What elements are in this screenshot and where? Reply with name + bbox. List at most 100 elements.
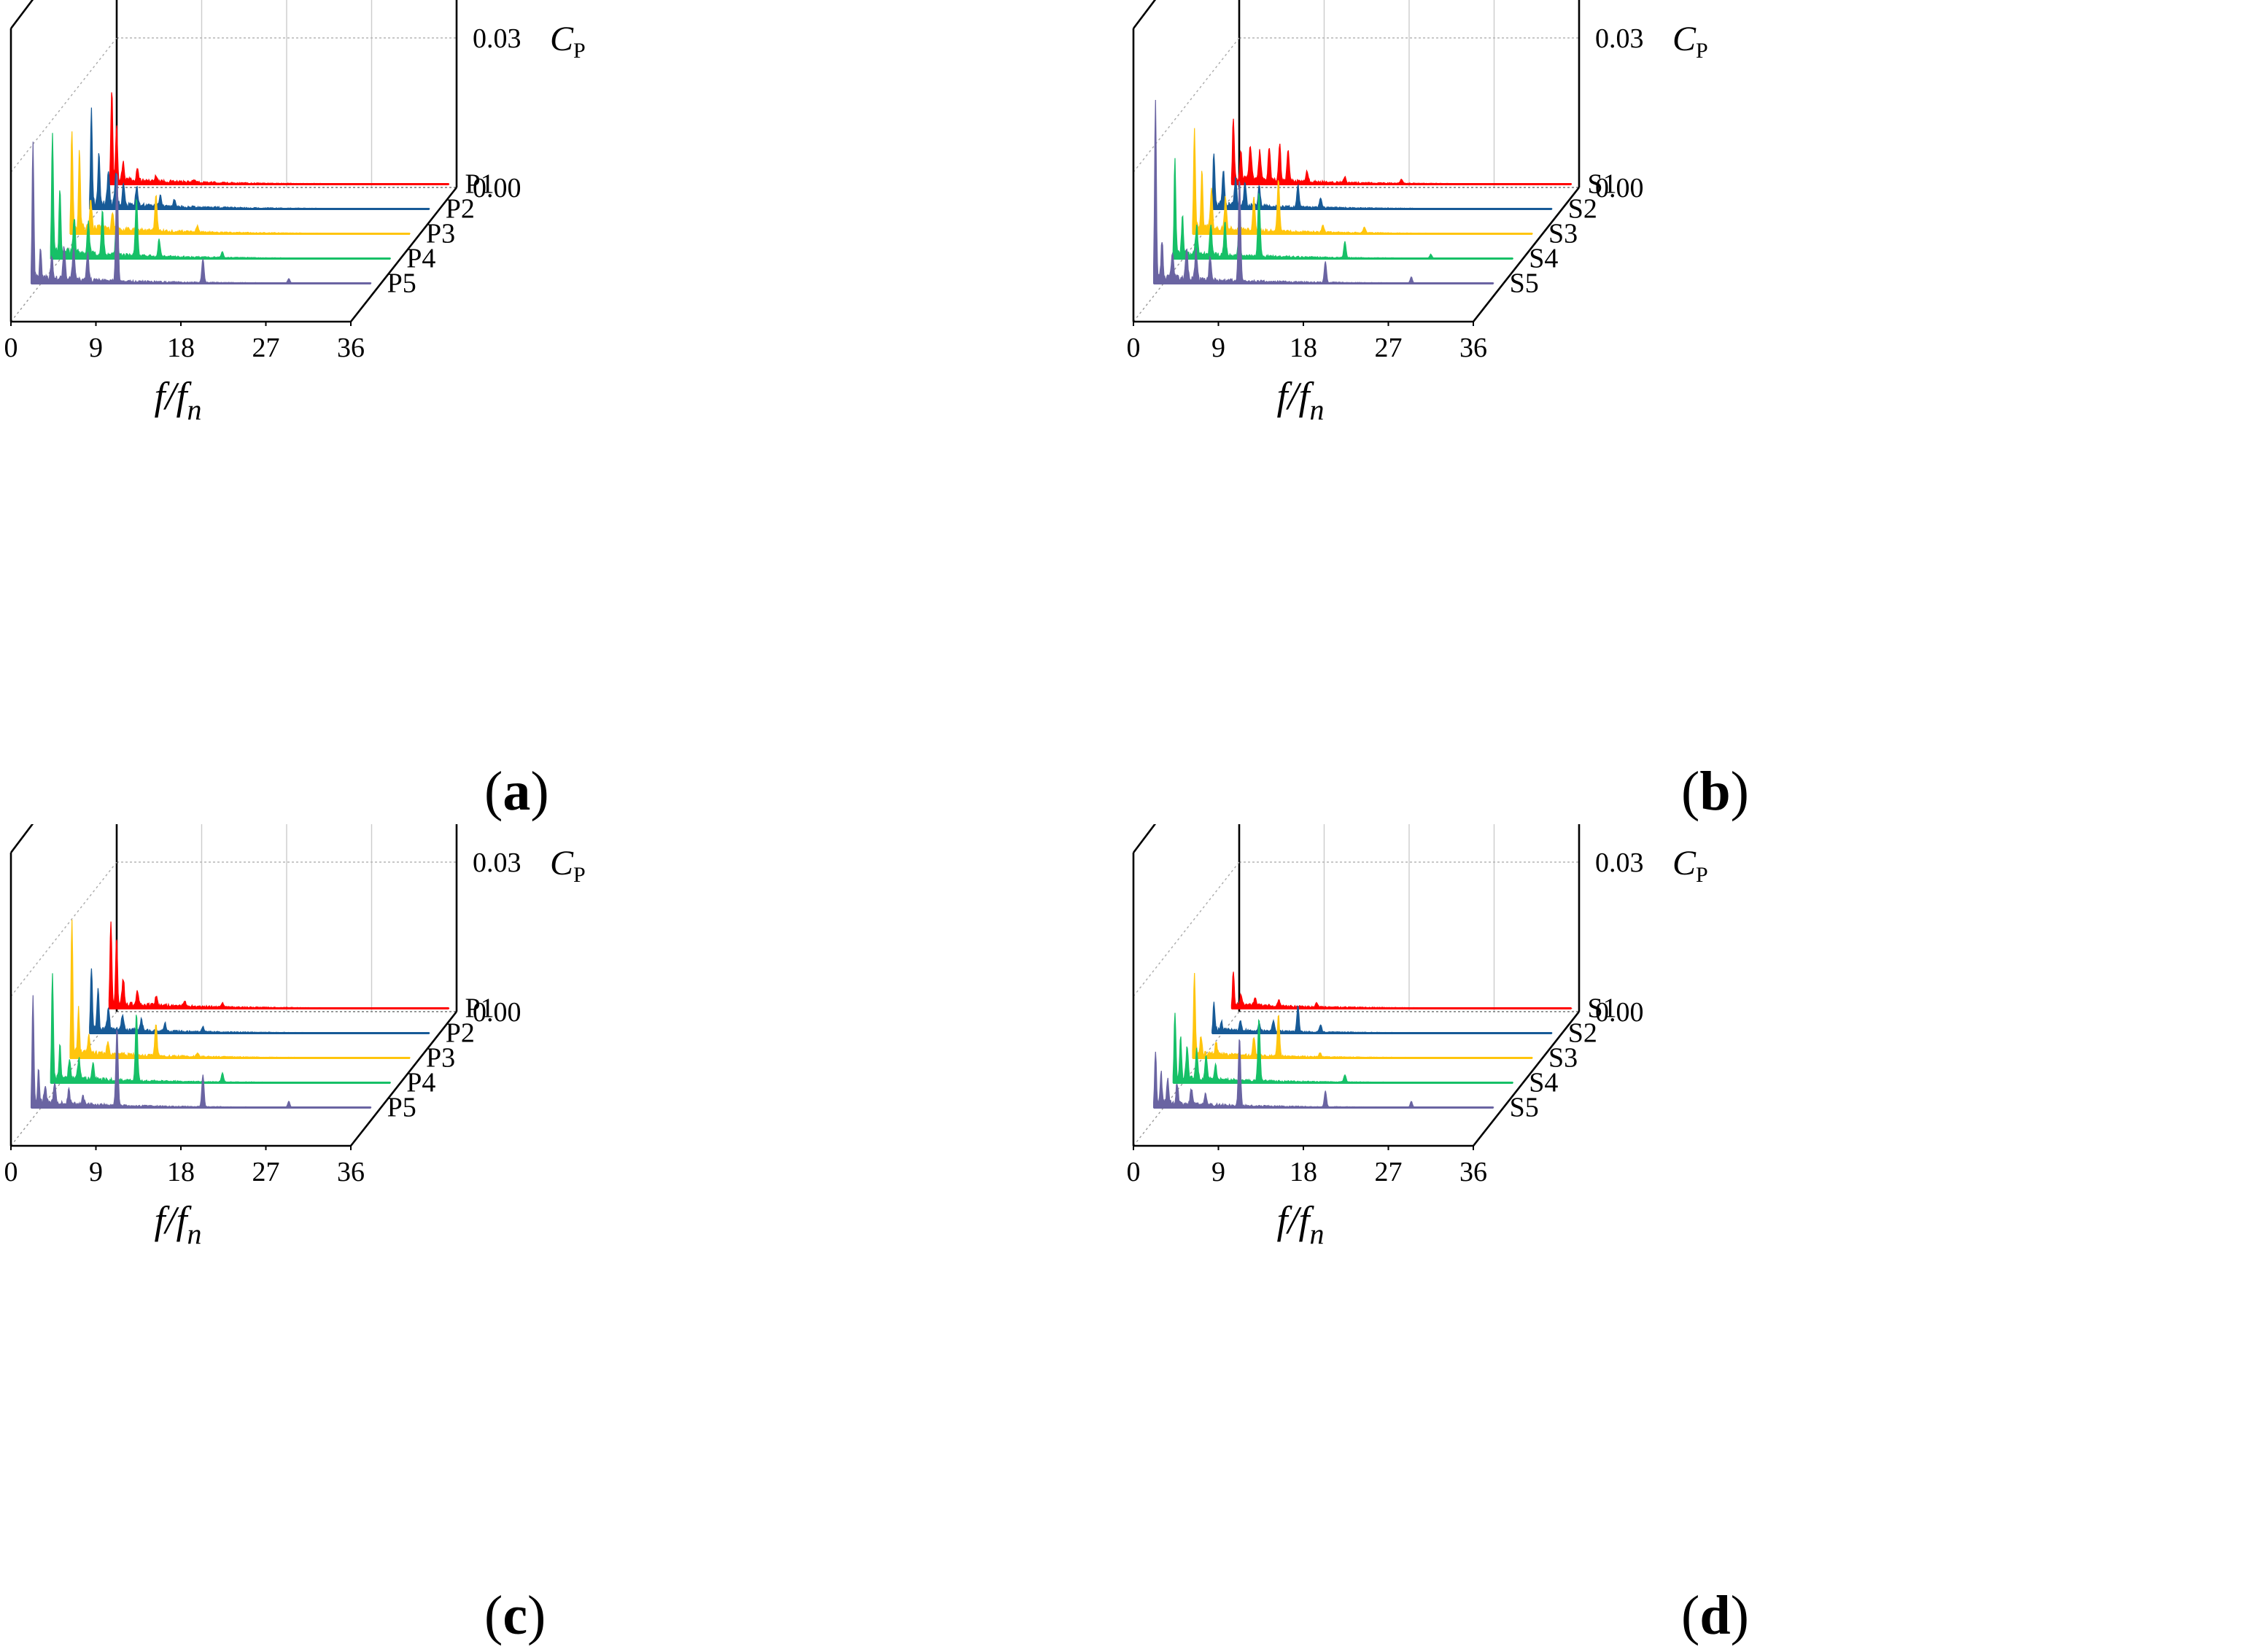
series-area-p2: [89, 968, 430, 1034]
x-axis-title-main: f/f: [154, 1198, 192, 1242]
caption-letter-a: a: [503, 761, 531, 822]
x-tick-label-3: 27: [252, 1157, 280, 1187]
x-tick-label-4: 36: [337, 1157, 365, 1187]
caption-a: (a): [484, 761, 549, 822]
left-top-edge: [1132, 0, 1157, 29]
series-label-s2: S2: [1568, 1017, 1597, 1048]
series-label-s4: S4: [1529, 1067, 1558, 1098]
back-frame: [1238, 0, 1581, 187]
caption-b: (b): [1681, 761, 1749, 822]
series-label-p2: P2: [446, 1017, 475, 1048]
series-label-s1: S1: [1587, 168, 1616, 199]
series-label-p3: P3: [426, 1042, 455, 1073]
x-tick-label-4: 36: [1459, 333, 1487, 363]
left-grid-003: [10, 37, 117, 173]
series-area-s1: [1230, 972, 1573, 1009]
series-label-s3: S3: [1548, 218, 1578, 249]
series-area-p4: [50, 973, 391, 1084]
x-tick-label-0: 0: [1127, 1157, 1141, 1187]
x-tick-label-1: 9: [89, 333, 103, 363]
series-label-s1: S1: [1587, 993, 1616, 1023]
z-tick-label-1: 0.03: [1595, 848, 1644, 878]
series-label-p4: P4: [406, 243, 435, 274]
x-axis-title-sub: n: [187, 393, 202, 426]
left-grid-003: [10, 861, 117, 997]
left-top-edge: [1132, 824, 1157, 853]
series-area-p2: [89, 107, 430, 210]
x-tick-label-1: 9: [89, 1157, 103, 1187]
x-tick-label-0: 0: [4, 333, 18, 363]
z-axis-title-main: C: [550, 844, 574, 883]
x-axis-title-sub: n: [1310, 393, 1325, 426]
right-floor-edge: [349, 187, 458, 322]
x-tick-label-0: 0: [4, 1157, 18, 1187]
z-axis-title: CP: [1672, 20, 1708, 63]
z-axis-title: CP: [1672, 844, 1708, 887]
x-axis-title: f/fn: [1276, 1198, 1324, 1250]
x-axis-title-main: f/f: [1276, 1198, 1314, 1242]
back-frame: [1238, 824, 1581, 1012]
back-frame: [115, 824, 458, 1012]
z-axis-title-sub: P: [1696, 39, 1708, 63]
x-tick-label-2: 18: [1290, 1157, 1317, 1187]
z-axis-title-sub: P: [573, 39, 586, 63]
x-tick-label-4: 36: [337, 333, 365, 363]
z-axis-title-main: C: [1672, 20, 1697, 58]
x-axis-title: f/fn: [1276, 374, 1324, 426]
series-area-p1: [108, 921, 450, 1009]
x-tick-label-2: 18: [167, 1157, 195, 1187]
series-label-p4: P4: [406, 1067, 435, 1098]
left-grid-003: [1133, 861, 1240, 997]
left-top-edge: [9, 0, 34, 29]
x-axis-title: f/fn: [154, 374, 201, 426]
series-label-s2: S2: [1568, 193, 1597, 224]
series-area-p3: [69, 919, 411, 1059]
series-label-p5: P5: [387, 268, 416, 298]
series-label-p2: P2: [446, 193, 475, 224]
x-tick-label-1: 9: [1211, 1157, 1225, 1187]
x-tick-label-3: 27: [252, 333, 280, 363]
x-axis-title-main: f/f: [154, 374, 192, 418]
series-label-s4: S4: [1529, 243, 1558, 274]
left-top-edge: [9, 824, 34, 853]
z-tick-label-0: 0.00: [473, 997, 521, 1028]
series-label-p3: P3: [426, 218, 455, 249]
left-grid-003: [1133, 37, 1240, 173]
x-tick-label-0: 0: [1127, 333, 1141, 363]
series-label-s5: S5: [1510, 268, 1539, 298]
x-tick-label-4: 36: [1459, 1157, 1487, 1187]
caption-d: (d): [1681, 1585, 1749, 1646]
series-area-s1: [1230, 118, 1573, 185]
x-tick-label-1: 9: [1211, 333, 1225, 363]
right-floor-edge: [1472, 187, 1581, 322]
caption-c: (c): [484, 1585, 546, 1646]
series-label-s5: S5: [1510, 1092, 1539, 1122]
x-axis-title-sub: n: [187, 1217, 202, 1250]
series-area-s3: [1192, 972, 1533, 1059]
x-axis-title-sub: n: [1310, 1217, 1325, 1250]
z-axis-title: CP: [550, 20, 586, 63]
caption-letter-b: b: [1699, 761, 1731, 822]
series-label-s3: S3: [1548, 1042, 1578, 1073]
z-axis-title-sub: P: [1696, 863, 1708, 887]
series-label-p1: P1: [465, 168, 494, 199]
z-tick-label-1: 0.03: [473, 848, 521, 878]
series-area-s4: [1172, 1012, 1513, 1084]
right-floor-edge: [349, 1011, 458, 1147]
series-area-p1: [108, 92, 450, 185]
z-axis-title-main: C: [550, 20, 574, 58]
back-frame: [115, 0, 458, 187]
right-floor-edge: [1472, 1011, 1581, 1147]
caption-letter-c: c: [503, 1585, 528, 1646]
z-tick-label-0: 0.00: [473, 173, 521, 203]
series-label-p1: P1: [465, 993, 494, 1023]
x-tick-label-2: 18: [1290, 333, 1317, 363]
